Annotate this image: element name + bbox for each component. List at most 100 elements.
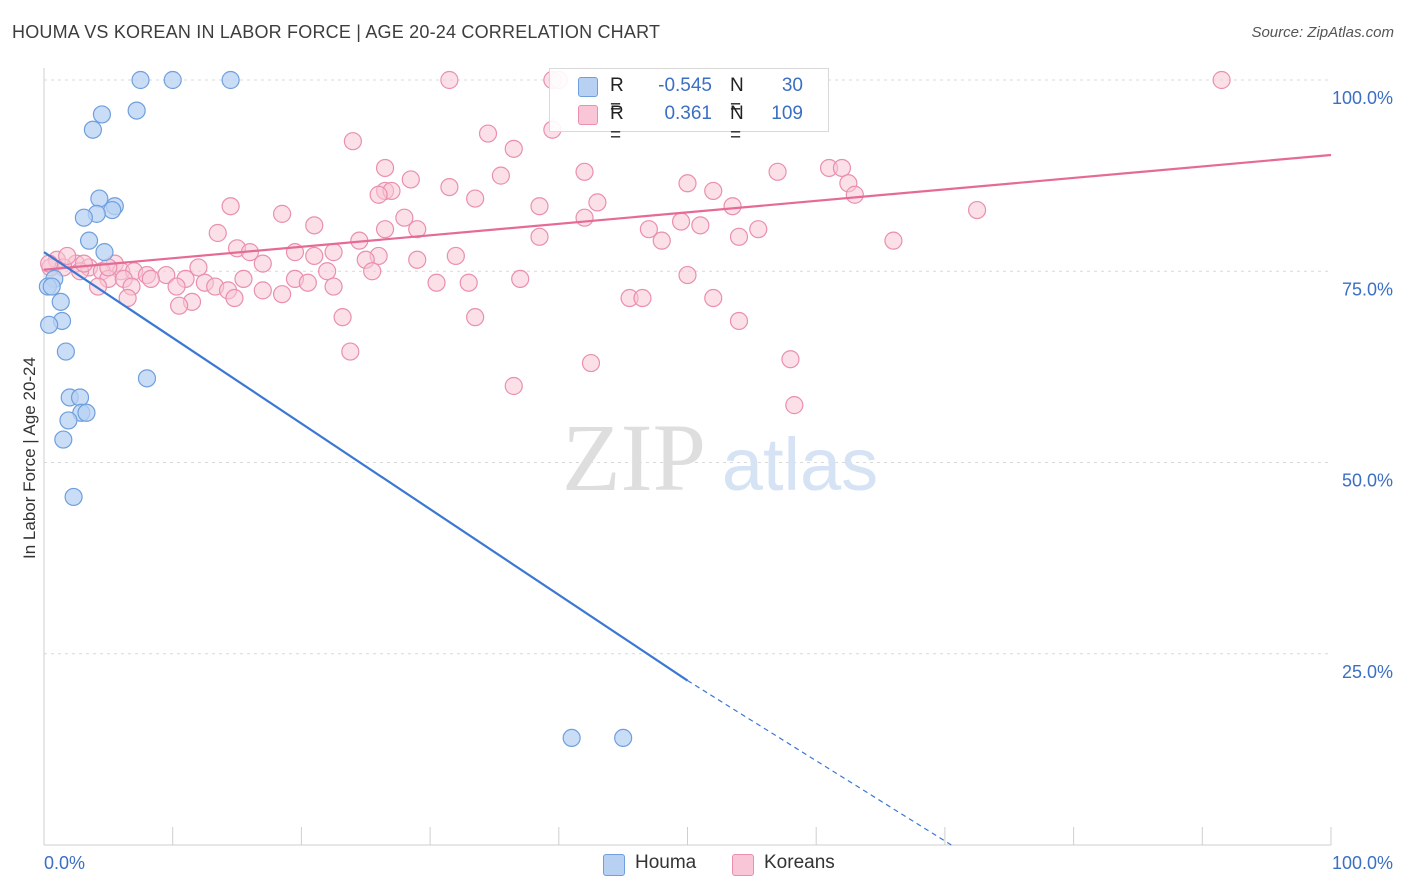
korean-point — [99, 258, 118, 277]
korean-point — [749, 220, 768, 239]
houma-point — [131, 70, 150, 90]
korean-point — [324, 243, 343, 262]
watermark: ZIP atlas — [562, 404, 878, 511]
korean-point — [375, 158, 395, 178]
tick-labels: 25.0% 50.0% 75.0% 100.0% 0.0% 100.0% — [44, 88, 1393, 873]
korean-trend-line — [43, 153, 1332, 271]
houma-point — [92, 105, 112, 124]
houma-point — [79, 231, 99, 250]
korean-point — [723, 197, 742, 216]
x-tick-label: 0.0% — [44, 853, 85, 873]
korean-point — [343, 132, 362, 151]
korean-point — [363, 262, 382, 281]
x-tick-label: 100.0% — [1332, 853, 1393, 873]
legend-label-houma: Houma — [635, 852, 697, 873]
source-credit: Source: ZipAtlas.com — [1251, 24, 1394, 41]
n-value: 30 — [781, 75, 803, 96]
korean-point — [478, 124, 498, 143]
y-tick-label: 25.0% — [1342, 662, 1393, 682]
korean-point — [967, 200, 987, 220]
korean-point — [704, 181, 723, 201]
korean-point — [305, 216, 324, 235]
korean-point — [466, 189, 485, 208]
korean-point — [272, 285, 292, 304]
houma-swatch — [578, 77, 598, 97]
houma-points — [38, 70, 633, 748]
korean-point — [408, 250, 427, 269]
korean-point — [504, 139, 523, 158]
y-tick-label: 50.0% — [1342, 471, 1393, 491]
korean-point — [691, 216, 710, 235]
r-value: 0.361 — [664, 103, 712, 124]
korean-point — [427, 273, 446, 292]
watermark-atlas: atlas — [722, 423, 878, 506]
korean-point — [588, 193, 607, 212]
houma-point — [127, 101, 146, 120]
korean-point — [208, 223, 227, 243]
korean-point — [221, 197, 240, 216]
r-label: R = — [610, 103, 624, 146]
watermark-zip: ZIP — [562, 404, 706, 511]
korean-point — [785, 396, 804, 415]
korean-point — [575, 162, 594, 181]
korean-point — [768, 162, 787, 181]
korean-point — [530, 227, 549, 246]
korean-point — [639, 220, 658, 239]
houma-point — [95, 243, 114, 262]
korean-point — [845, 185, 864, 204]
korean-point — [253, 254, 272, 273]
korean-point — [446, 246, 465, 266]
korean-point — [401, 170, 420, 189]
houma-point — [64, 487, 83, 507]
korean-point — [781, 350, 800, 369]
korean-point — [504, 376, 523, 396]
korean-point — [234, 269, 253, 288]
korean-point — [58, 246, 77, 266]
korean-point — [729, 227, 749, 246]
r-value: -0.545 — [658, 75, 712, 96]
houma-trend-extension — [687, 680, 952, 846]
korean-point — [581, 353, 601, 373]
houma-point — [74, 208, 93, 227]
chart-title: HOUMA VS KOREAN IN LABOR FORCE | AGE 20-… — [12, 22, 661, 42]
houma-point — [103, 200, 122, 220]
houma-point — [163, 70, 182, 90]
houma-point — [77, 403, 96, 422]
houma-point — [59, 411, 78, 430]
korean-point — [253, 281, 272, 300]
n-value: 109 — [771, 103, 803, 124]
korean-point — [704, 288, 723, 308]
korean-point — [225, 288, 244, 308]
houma-point — [83, 120, 103, 139]
trend-lines — [43, 153, 1332, 846]
korean-point — [530, 197, 549, 216]
korean-point — [305, 246, 324, 266]
korean-point — [884, 231, 903, 250]
houma-point — [40, 315, 59, 334]
korean-point — [333, 308, 352, 327]
korean-point — [459, 273, 478, 292]
korean-point — [318, 262, 337, 281]
korean-point — [395, 208, 414, 227]
korean-point — [729, 311, 749, 331]
r-label: R = — [610, 75, 624, 118]
korean-point — [511, 269, 530, 288]
korean-swatch — [578, 105, 598, 125]
korean-point — [324, 277, 343, 296]
korean-point — [189, 258, 208, 277]
houma-point — [137, 369, 157, 388]
houma-point — [54, 430, 73, 449]
korean-point — [1212, 70, 1231, 90]
houma-point — [70, 388, 90, 407]
korean-point — [671, 212, 691, 231]
n-label: N = — [730, 75, 744, 118]
korean-point — [341, 342, 360, 361]
korean-point — [678, 265, 697, 285]
korean-point — [440, 70, 459, 90]
korean-swatch — [732, 854, 754, 876]
houma-point — [56, 342, 75, 361]
axes — [43, 68, 1332, 846]
n-label: N = — [730, 103, 744, 146]
legend-label-koreans: Koreans — [764, 852, 835, 873]
